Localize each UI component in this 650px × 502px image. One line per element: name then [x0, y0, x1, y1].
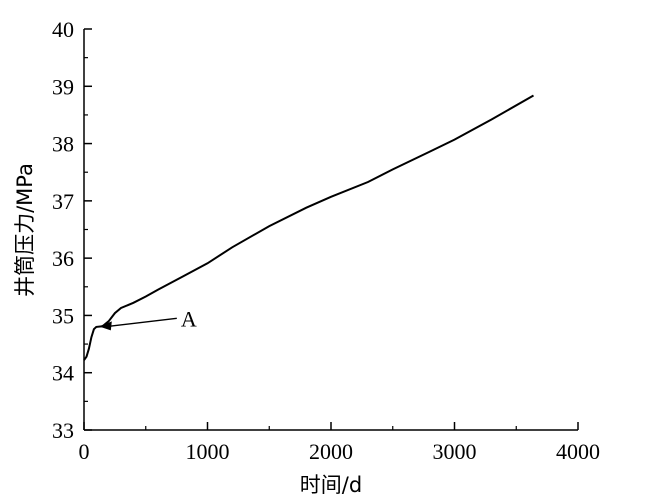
y-tick-label: 33 — [52, 418, 74, 443]
y-ticks: 33 34 35 36 37 38 39 40 — [52, 17, 92, 443]
series-line-pressure — [83, 94, 534, 361]
x-tick-label: 2000 — [309, 439, 353, 464]
y-tick-label: 37 — [52, 189, 74, 214]
x-tick-label: 0 — [79, 439, 90, 464]
x-tick-label: 1000 — [186, 439, 230, 464]
y-tick-label: 36 — [52, 246, 74, 271]
y-axis-title: 井筒压力/MPa — [13, 163, 37, 297]
x-axis-title: 时间/d — [300, 473, 362, 497]
axes — [83, 29, 578, 431]
x-ticks: 0 1000 2000 3000 4000 — [79, 422, 600, 464]
annotation-arrowhead — [98, 321, 112, 331]
y-tick-label: 34 — [52, 361, 74, 386]
y-tick-label: 35 — [52, 303, 74, 328]
x-tick-label: 3000 — [433, 439, 477, 464]
annotation-arrow-line — [108, 317, 177, 327]
y-tick-label: 39 — [52, 74, 74, 99]
annotations: A — [98, 306, 197, 331]
y-tick-label: 38 — [52, 132, 74, 157]
annotation-label: A — [181, 306, 197, 331]
x-tick-label: 4000 — [556, 439, 600, 464]
y-tick-label: 40 — [52, 17, 74, 42]
